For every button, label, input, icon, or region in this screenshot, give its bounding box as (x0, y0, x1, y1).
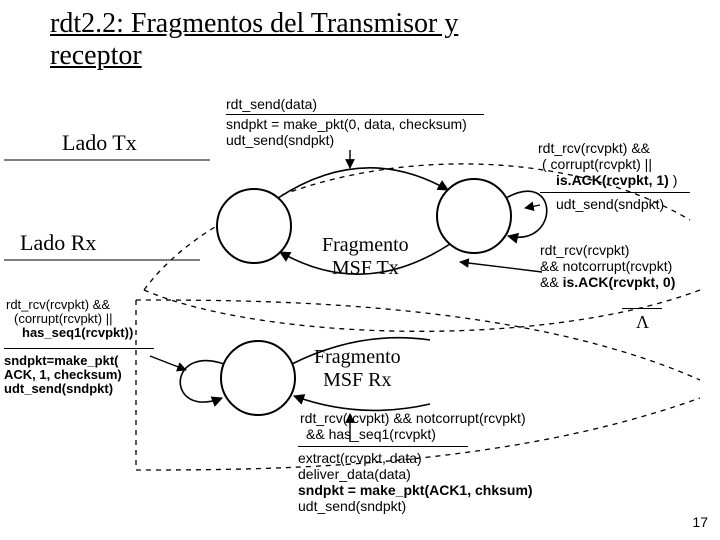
state-rx0-l3: below (242, 386, 276, 401)
lambda-divider (622, 308, 662, 309)
right2-l1: rdt_rcv(rcvpkt) (540, 242, 629, 258)
state-rx0-l2: 0 from (241, 371, 278, 386)
state-rx0-l1: Wait for (237, 357, 281, 372)
title-line-1: rdt2.2: Fragmentos del Transmisor y (50, 8, 458, 39)
right-cond-3: is.ACK(rcvpkt, 1) ) (556, 172, 677, 188)
state-call0-l1: Wait for (234, 205, 278, 220)
label-lado-rx: Lado Rx (20, 230, 96, 256)
top-action-1: sndpkt = make_pkt(0, data, checksum) (226, 116, 467, 132)
right-cond-1: rdt_rcv(rcvpkt) && (538, 140, 650, 156)
top-event: rdt_send(data) (226, 96, 317, 112)
bottom-divider (298, 446, 468, 447)
right-action: udt_send(sndpkt) (556, 196, 664, 212)
left-cond-3: has_seq1(rcvpkt)) (22, 326, 133, 340)
state-call0-text: Wait for call 0 from above (228, 206, 284, 263)
state-ack0-l1: Wait for (453, 195, 497, 210)
frag-tx-2: MSF Tx (332, 257, 399, 279)
state-call0-l2: call 0 from (241, 219, 271, 248)
left-act-2-b: ACK, 1, checksum) (4, 367, 122, 382)
page-title: rdt2.2: Fragmentos del Transmisor y rece… (50, 8, 458, 72)
frag-tx-1: Fragmento (322, 234, 409, 256)
top-divider (226, 114, 484, 115)
label-lado-tx: Lado Tx (62, 130, 137, 156)
bottom-cond-2: && has_seq1(rcvpkt) (306, 426, 436, 442)
bottom-act-3-b: sndpkt = make_pkt(ACK1, chksum) (298, 482, 533, 498)
state-ack0-text: Wait for ACK 0 (448, 196, 502, 239)
state-ack0-l2: ACK (462, 209, 489, 224)
title-line-2: receptor (50, 40, 142, 71)
top-action-2: udt_send(sndpkt) (226, 132, 334, 148)
left-divider (4, 348, 154, 349)
state-call0-l3: above (238, 248, 273, 263)
bottom-act-4: udt_send(sndpkt) (298, 498, 406, 514)
right2-l2: && notcorrupt(rcvpkt) (540, 258, 672, 274)
bottom-act-2: deliver_data(data) (298, 466, 411, 482)
right2-l3-bold: is.ACK(rcvpkt, 0) (563, 274, 676, 290)
left-act-3-b: udt_send(sndpkt) (4, 381, 113, 396)
bottom-act-1: extract(rcvpkt, data) (298, 450, 422, 466)
fragmento-rx: Fragmento MSF Rx (314, 346, 401, 392)
state-rx0-text: Wait for 0 from below (232, 358, 286, 401)
fragmento-tx: Fragmento MSF Tx (322, 234, 409, 280)
page-number: 17 (692, 514, 708, 530)
right2-l3-plain: && (540, 274, 563, 290)
right-cond-2: ( corrupt(rcvpkt) || (542, 156, 652, 172)
right-cond-3-tail: ) (669, 172, 678, 188)
bottom-act-3: sndpkt = make_pkt(ACK1, chksum) (298, 482, 533, 498)
state-ack0-l3: 0 (471, 224, 478, 239)
left-act-1-b: sndpkt=make_pkt( (4, 353, 119, 368)
left-cond-3-bold: has_seq1(rcvpkt)) (22, 325, 133, 340)
left-act-3: udt_send(sndpkt) (4, 382, 113, 396)
right-cond-3-bold: is.ACK(rcvpkt, 1) (556, 172, 669, 188)
right-divider (540, 192, 690, 193)
frag-rx-2: MSF Rx (323, 369, 391, 391)
right2-l3: && is.ACK(rcvpkt, 0) (540, 274, 675, 290)
frag-rx-1: Fragmento (314, 346, 401, 368)
lambda-symbol: Λ (636, 312, 649, 333)
bottom-cond-1: rdt_rcv(rcvpkt) && notcorrupt(rcvpkt) (300, 410, 526, 426)
